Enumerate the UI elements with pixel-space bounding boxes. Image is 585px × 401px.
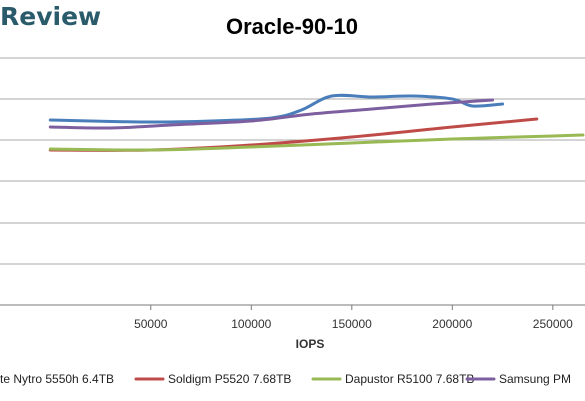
chart-title: Oracle-90-10 <box>226 14 358 39</box>
x-tick-label: 100000 <box>231 317 271 331</box>
horizontal-gridlines <box>0 57 585 306</box>
x-axis-label: IOPS <box>296 337 325 351</box>
legend-item-3: Dapustor R5100 7.68TB <box>311 372 474 386</box>
legend-label: Samsung PM <box>499 372 571 386</box>
x-tick-label: 250000 <box>533 317 573 331</box>
legend: te Nytro 5550h 6.4TB Soldigm P5520 7.68TB… <box>0 372 571 386</box>
x-tick-label: 200000 <box>432 317 472 331</box>
legend-label: Soldigm P5520 7.68TB <box>168 372 291 386</box>
series-line-1 <box>48 93 505 124</box>
plot-area <box>48 93 585 152</box>
x-tick-label: 150000 <box>332 317 372 331</box>
legend-label: Dapustor R5100 7.68TB <box>345 372 474 386</box>
legend-item-4: Samsung PM <box>465 372 571 386</box>
legend-item-1: te Nytro 5550h 6.4TB <box>0 372 114 386</box>
brand-wordmark: Review <box>0 2 101 31</box>
series-line-3 <box>48 133 585 152</box>
x-tick-label: 50000 <box>134 317 168 331</box>
legend-label: te Nytro 5550h 6.4TB <box>0 372 114 386</box>
series-line-4 <box>48 98 494 130</box>
x-axis-ticks: 50000 100000 150000 200000 250000 <box>134 305 573 331</box>
legend-item-2: Soldigm P5520 7.68TB <box>134 372 291 386</box>
